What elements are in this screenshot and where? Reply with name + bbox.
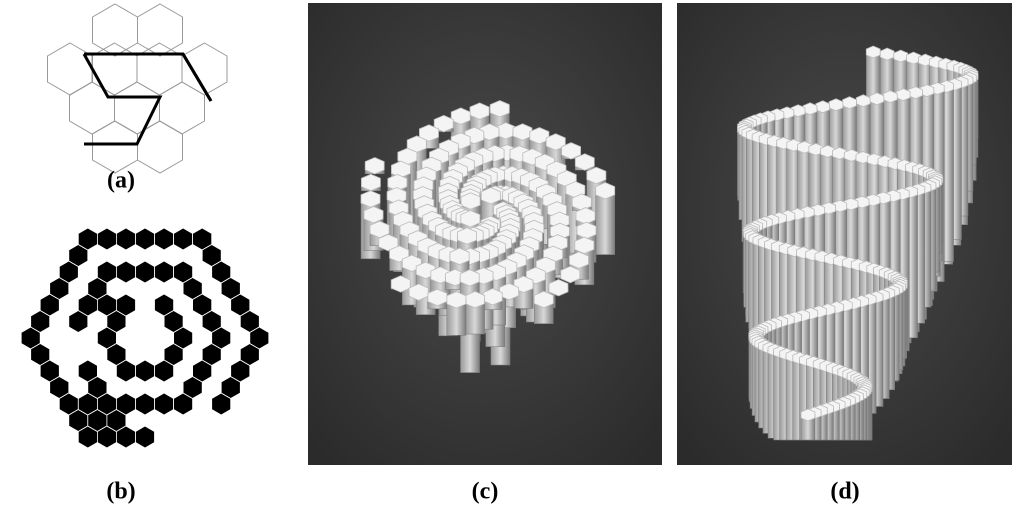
caption-b: (b) [106,479,135,505]
hex-top [461,193,480,210]
caption-d: (d) [830,479,859,505]
hex-cell [93,121,138,173]
hex-top [843,97,857,109]
hex-top [896,89,910,101]
hex-cell [136,393,155,415]
path-a-2 [84,54,211,144]
hex-top [856,95,870,107]
caption-a: (a) [107,168,135,194]
hex-cell [155,228,174,250]
hex-cell [174,228,193,250]
hex-cell [136,426,155,448]
hex-top [450,248,469,265]
panel-b-pattern [21,228,269,448]
hex-cell [155,393,174,415]
hex-top [883,91,897,103]
hex-top [549,280,568,297]
hex-top [894,50,908,62]
hex-top [461,211,480,228]
hex-top [451,108,470,125]
hex-column [596,191,615,255]
hex-cell [116,261,135,283]
hex-top [483,289,502,306]
path-a-1 [84,54,211,101]
hex-top [866,46,880,58]
hex-cell [155,261,174,283]
hex-cell [136,261,155,283]
hex-cell [115,82,160,134]
hex-top [801,409,815,421]
hex-top [575,154,594,171]
hex-top [490,101,509,118]
hex-cell [136,228,155,250]
hex-cell [138,4,183,56]
hex-cell [136,360,155,382]
hex-top [870,93,884,105]
hex-cell [137,43,182,95]
figure: (a) (b) (c) (d) [0,0,1019,508]
hex-top [829,99,843,111]
hex-cell [48,43,93,95]
hex-top [587,167,606,184]
hex-cell [70,82,115,134]
hex-top [361,174,380,191]
hex-top [361,191,380,208]
hex-cell [93,4,138,56]
hex-top [909,87,923,99]
caption-c: (c) [472,479,499,505]
hex-top [575,237,594,254]
hex-cell [97,228,116,250]
hex-top [880,48,894,60]
hex-cell [116,228,135,250]
hex-top [365,158,384,175]
hex-cell [92,43,137,95]
panel-a-diagram [48,4,228,173]
hex-top [816,101,830,113]
hex-cell [160,82,205,134]
hex-top [596,183,615,200]
